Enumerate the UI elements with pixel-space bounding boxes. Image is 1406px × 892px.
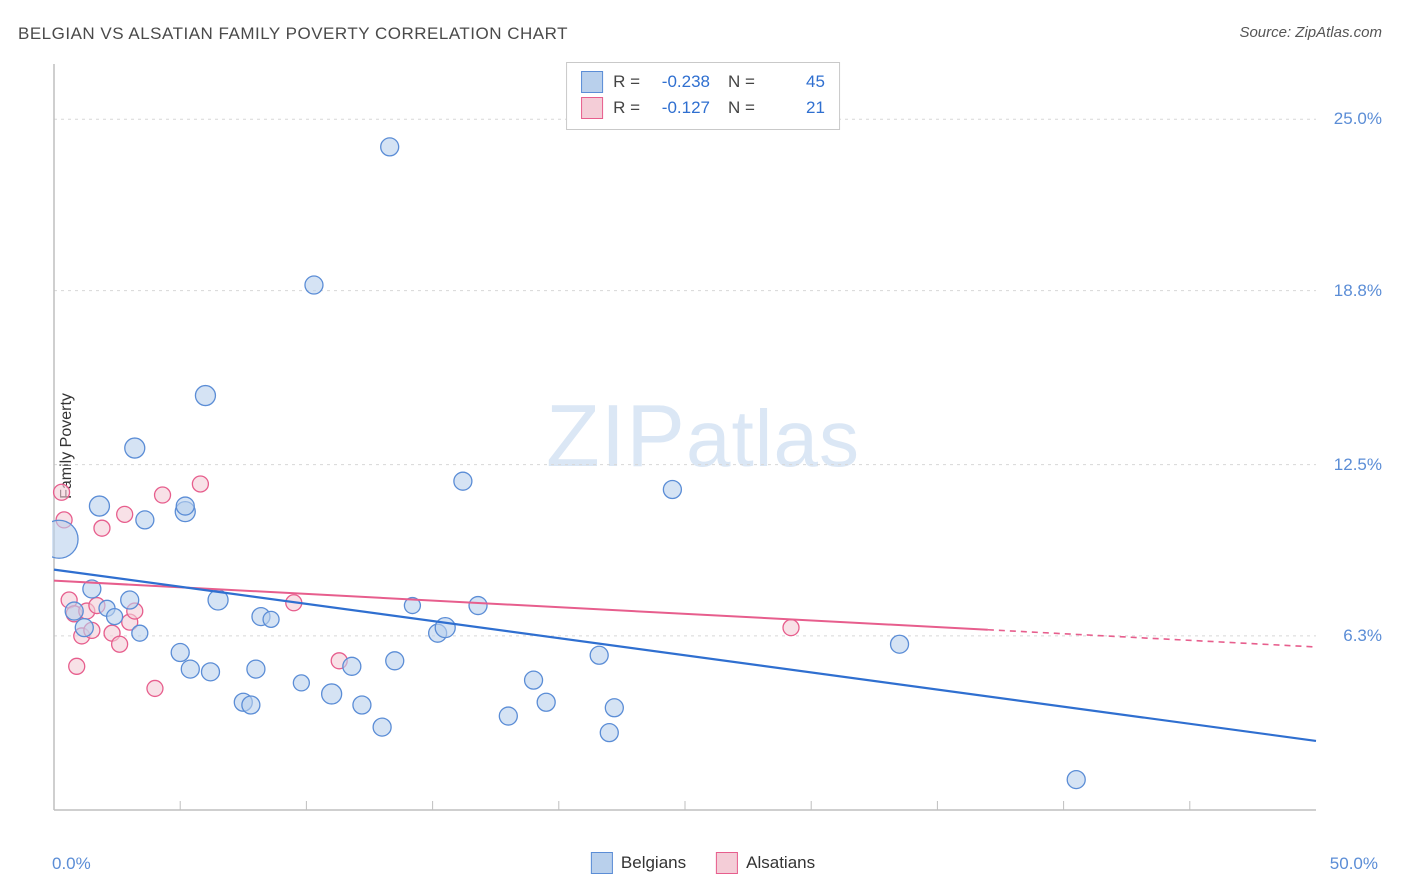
legend-label-alsatians: Alsatians	[746, 853, 815, 873]
r-value-belgians: -0.238	[650, 72, 710, 92]
y-tick-label: 18.8%	[1334, 281, 1382, 301]
legend-item-belgians: Belgians	[591, 852, 686, 874]
n-value-belgians: 45	[765, 72, 825, 92]
swatch-belgians-icon	[581, 71, 603, 93]
plot-svg	[52, 58, 1372, 828]
bottom-legend: Belgians Alsatians	[591, 852, 815, 874]
swatch-alsatians-icon	[581, 97, 603, 119]
stats-legend-box: R =-0.238 N =45 R =-0.127 N =21	[566, 62, 840, 130]
scatter-plot	[52, 58, 1372, 828]
x-axis-min-label: 0.0%	[52, 854, 91, 874]
legend-label-belgians: Belgians	[621, 853, 686, 873]
y-tick-label: 25.0%	[1334, 109, 1382, 129]
r-value-alsatians: -0.127	[650, 98, 710, 118]
source-attribution: Source: ZipAtlas.com	[1239, 24, 1382, 41]
x-axis-max-label: 50.0%	[1330, 854, 1378, 874]
legend-swatch-alsatians-icon	[716, 852, 738, 874]
legend-swatch-belgians-icon	[591, 852, 613, 874]
stats-row-alsatians: R =-0.127 N =21	[581, 95, 825, 121]
legend-item-alsatians: Alsatians	[716, 852, 815, 874]
n-value-alsatians: 21	[765, 98, 825, 118]
chart-title: BELGIAN VS ALSATIAN FAMILY POVERTY CORRE…	[18, 24, 568, 44]
y-tick-label: 12.5%	[1334, 455, 1382, 475]
y-tick-label: 6.3%	[1343, 626, 1382, 646]
stats-row-belgians: R =-0.238 N =45	[581, 69, 825, 95]
